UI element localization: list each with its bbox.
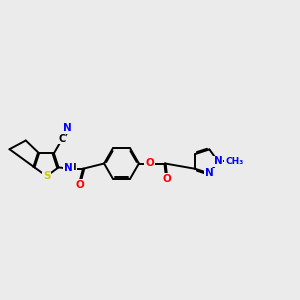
Text: CH₃: CH₃ <box>225 157 243 166</box>
Text: N: N <box>64 163 73 173</box>
Text: S: S <box>43 171 50 181</box>
Text: H: H <box>68 164 76 172</box>
Text: N: N <box>214 156 223 167</box>
Text: N: N <box>205 168 214 178</box>
Text: O: O <box>145 158 154 169</box>
Text: C: C <box>58 134 65 144</box>
Text: O: O <box>76 180 85 190</box>
Text: O: O <box>162 174 171 184</box>
Text: N: N <box>63 123 72 134</box>
